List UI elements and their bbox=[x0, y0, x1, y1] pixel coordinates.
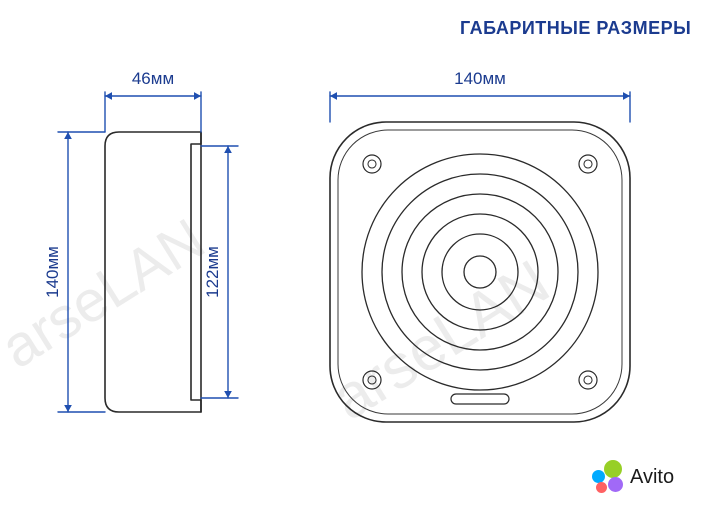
svg-text:122мм: 122мм bbox=[203, 246, 222, 298]
svg-text:46мм: 46мм bbox=[132, 69, 174, 88]
avito-logo-icon bbox=[590, 460, 624, 494]
avito-watermark: Avito bbox=[590, 460, 674, 494]
svg-text:140мм: 140мм bbox=[43, 246, 62, 298]
page-title: ГАБАРИТНЫЕ РАЗМЕРЫ bbox=[460, 18, 691, 39]
avito-text: Avito bbox=[630, 466, 674, 489]
svg-text:140мм: 140мм bbox=[454, 69, 506, 88]
diagram-svg: 46мм 140мм 122мм 140мм bbox=[0, 0, 720, 509]
